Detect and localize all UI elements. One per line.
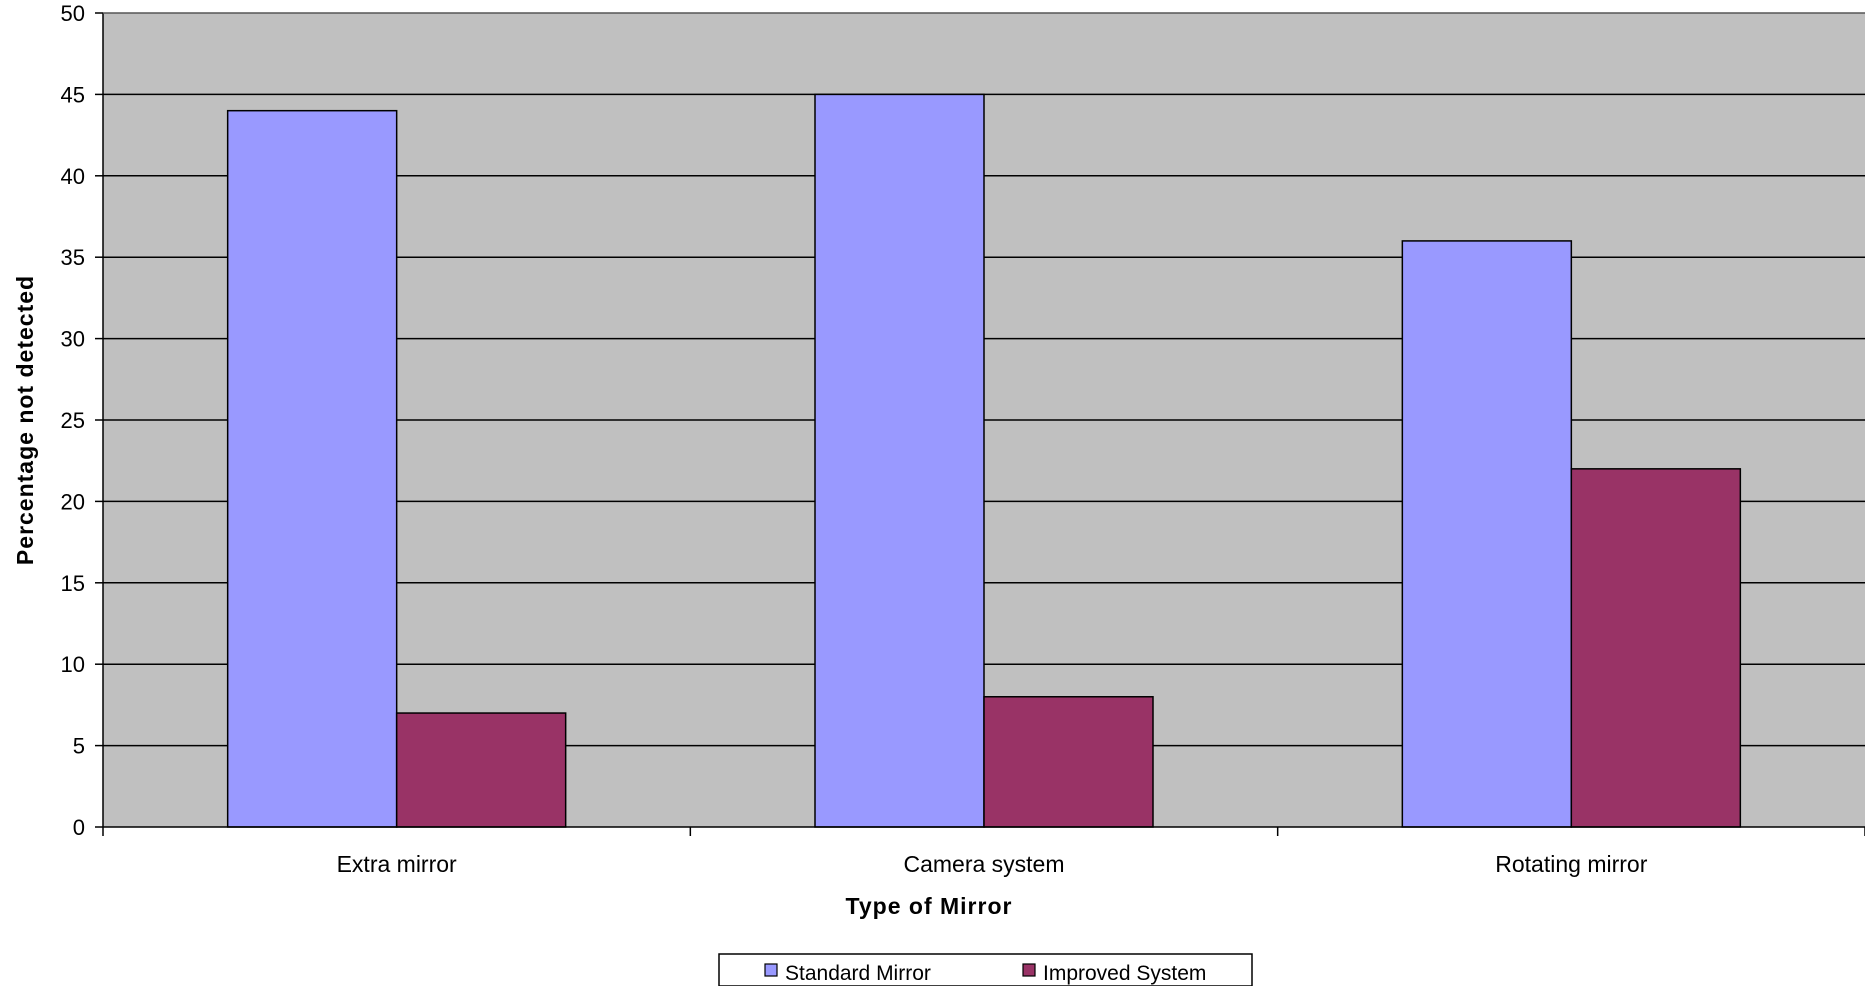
x-tick-label: Camera system	[903, 851, 1064, 877]
y-tick-label: 30	[61, 327, 85, 352]
bar	[1401, 240, 1573, 828]
bar	[814, 93, 985, 828]
y-tick-labels: 0 5 10 15 20 25 30 35 40 45 50	[61, 1, 85, 840]
legend-swatch	[1022, 963, 1036, 977]
y-axis-title: Percentage not detected	[12, 275, 38, 565]
legend-swatch	[764, 963, 778, 977]
legend: Standard Mirror Improved System	[718, 953, 1253, 986]
bar	[226, 109, 398, 828]
y-tick-label: 35	[61, 245, 85, 270]
legend-label: Standard Mirror	[785, 962, 931, 985]
legend-label: Improved System	[1043, 962, 1206, 985]
y-tick-label: 5	[73, 734, 85, 759]
x-tick-label: Extra mirror	[337, 851, 457, 877]
y-tick-label: 45	[61, 82, 85, 107]
y-tick-label: 0	[73, 815, 85, 840]
bar	[983, 696, 1154, 828]
axes	[95, 12, 1865, 836]
y-tick-label: 25	[61, 408, 85, 433]
y-tick-label: 10	[61, 652, 85, 677]
bars	[226, 93, 1742, 828]
x-tick-label: Rotating mirror	[1495, 851, 1647, 877]
y-tick-label: 20	[61, 489, 85, 514]
y-tick-label: 15	[61, 571, 85, 596]
bar	[395, 712, 567, 828]
x-tick-labels: Extra mirror Camera system Rotating mirror	[337, 851, 1648, 877]
x-axis-title: Type of Mirror	[846, 893, 1013, 919]
y-tick-label: 50	[61, 1, 85, 26]
legend-box	[718, 953, 1253, 986]
bar	[1570, 468, 1742, 828]
y-tick-label: 40	[61, 164, 85, 189]
